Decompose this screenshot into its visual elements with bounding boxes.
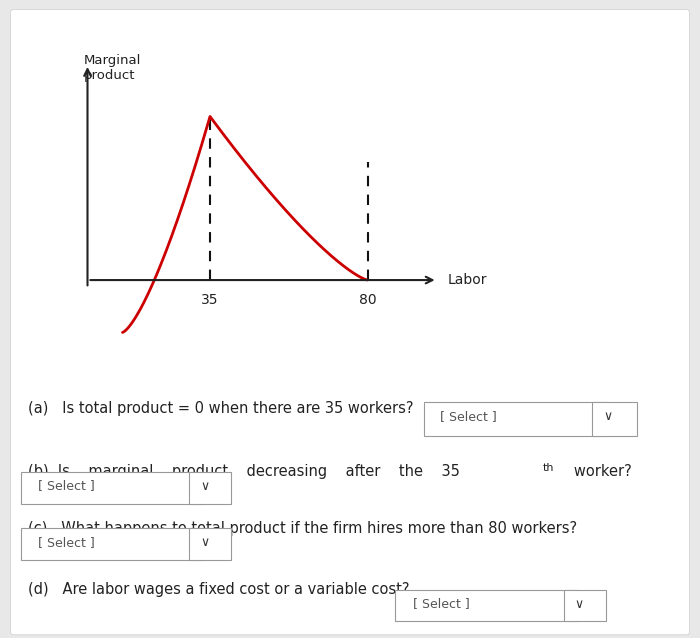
Text: Marginal
product: Marginal product bbox=[84, 54, 141, 82]
Text: ∨: ∨ bbox=[603, 410, 612, 423]
Text: (c)   What happens to total product if the firm hires more than 80 workers?: (c) What happens to total product if the… bbox=[28, 521, 577, 536]
Text: th: th bbox=[542, 463, 554, 473]
Text: (d)   Are labor wages a fixed cost or a variable cost?: (d) Are labor wages a fixed cost or a va… bbox=[28, 582, 409, 597]
Text: (b)  Is    marginal    product    decreasing    after    the    35: (b) Is marginal product decreasing after… bbox=[28, 464, 460, 480]
FancyBboxPatch shape bbox=[592, 402, 637, 436]
Text: 35: 35 bbox=[202, 293, 218, 307]
FancyBboxPatch shape bbox=[424, 402, 606, 436]
Text: ∨: ∨ bbox=[200, 537, 209, 549]
Text: [ Select ]: [ Select ] bbox=[440, 410, 496, 422]
Text: [ Select ]: [ Select ] bbox=[38, 536, 95, 549]
FancyBboxPatch shape bbox=[189, 472, 231, 504]
Text: (a)   Is total product = 0 when there are 35 workers?: (a) Is total product = 0 when there are … bbox=[28, 401, 414, 416]
FancyBboxPatch shape bbox=[395, 590, 578, 621]
Text: 80: 80 bbox=[358, 293, 377, 307]
Text: ∨: ∨ bbox=[200, 480, 209, 493]
Text: [ Select ]: [ Select ] bbox=[413, 597, 470, 610]
Text: worker?: worker? bbox=[560, 464, 631, 480]
Text: Labor: Labor bbox=[448, 273, 487, 287]
FancyBboxPatch shape bbox=[21, 472, 203, 504]
Text: [ Select ]: [ Select ] bbox=[38, 479, 95, 493]
FancyBboxPatch shape bbox=[189, 528, 231, 560]
FancyBboxPatch shape bbox=[21, 528, 203, 560]
FancyBboxPatch shape bbox=[564, 590, 606, 621]
Text: ∨: ∨ bbox=[575, 598, 584, 611]
